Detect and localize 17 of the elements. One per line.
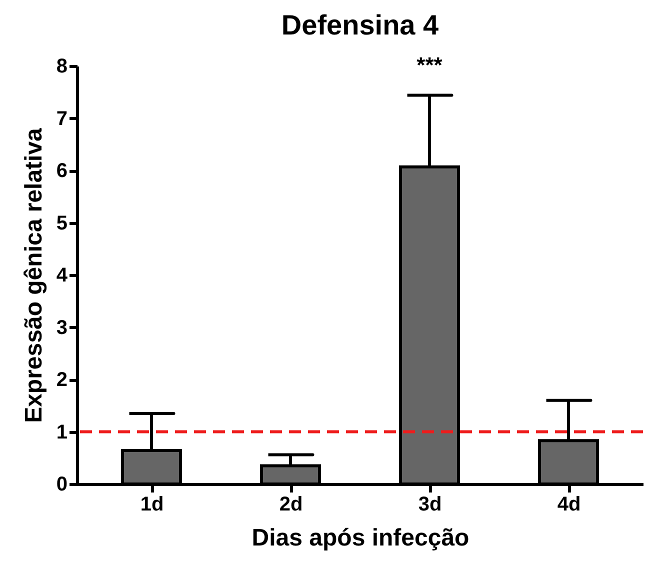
y-tick-label: 1: [56, 421, 68, 444]
y-tick-label: 3: [56, 316, 68, 339]
y-tick-label: 0: [56, 474, 68, 496]
x-tick-label: 2d: [279, 494, 303, 516]
y-axis-title: Expressão gênica relativa: [20, 127, 48, 423]
y-tick-label: 5: [56, 212, 68, 234]
x-tick-label: 3d: [418, 494, 442, 516]
annotation: ***: [416, 52, 443, 78]
y-tick-label: 6: [56, 160, 68, 182]
y-tick-label: 4: [56, 264, 68, 286]
chart-title: Defensina 4: [281, 9, 440, 40]
y-tick-label: 8: [56, 56, 68, 78]
y-tick-label: 2: [56, 369, 68, 391]
x-tick-label: 4d: [557, 494, 581, 516]
x-tick-label: 1d: [140, 494, 164, 516]
x-axis-title: Dias após infecção: [252, 524, 470, 552]
y-tick-label: 7: [56, 108, 68, 130]
